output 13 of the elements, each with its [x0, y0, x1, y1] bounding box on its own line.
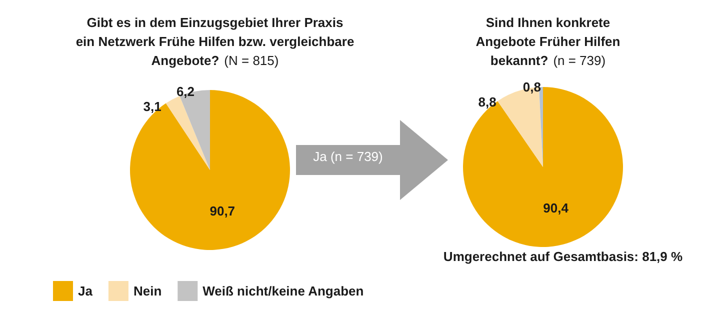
legend-label: Ja — [78, 284, 94, 298]
data-label: 90,7 — [210, 204, 236, 219]
chart-title: Sind Ihnen konkrete Angebote Früher Hilfen bekannt? (n = 739) — [476, 15, 620, 68]
legend-label: Nein — [133, 284, 162, 298]
text: Umgerechnet auf Gesamtbasis: 81,9 % — [443, 249, 684, 264]
text: Ja (n = 739) — [312, 149, 384, 164]
data-label: 0,8 — [522, 80, 541, 95]
data-label: 6,2 — [176, 84, 195, 100]
chart-title: Gibt es in dem Einzugsgebiet Ihrer Praxis ein Netzwerk Frühe Hilfen bzw. vergleichbare Angebote? (N = 815) — [76, 15, 354, 68]
data-label: 3,1 — [143, 99, 162, 114]
legend-label: Weiß nicht/keine Angaben — [202, 284, 364, 298]
data-label: 90,4 — [543, 200, 570, 216]
data-label: 8,8 — [478, 94, 496, 110]
